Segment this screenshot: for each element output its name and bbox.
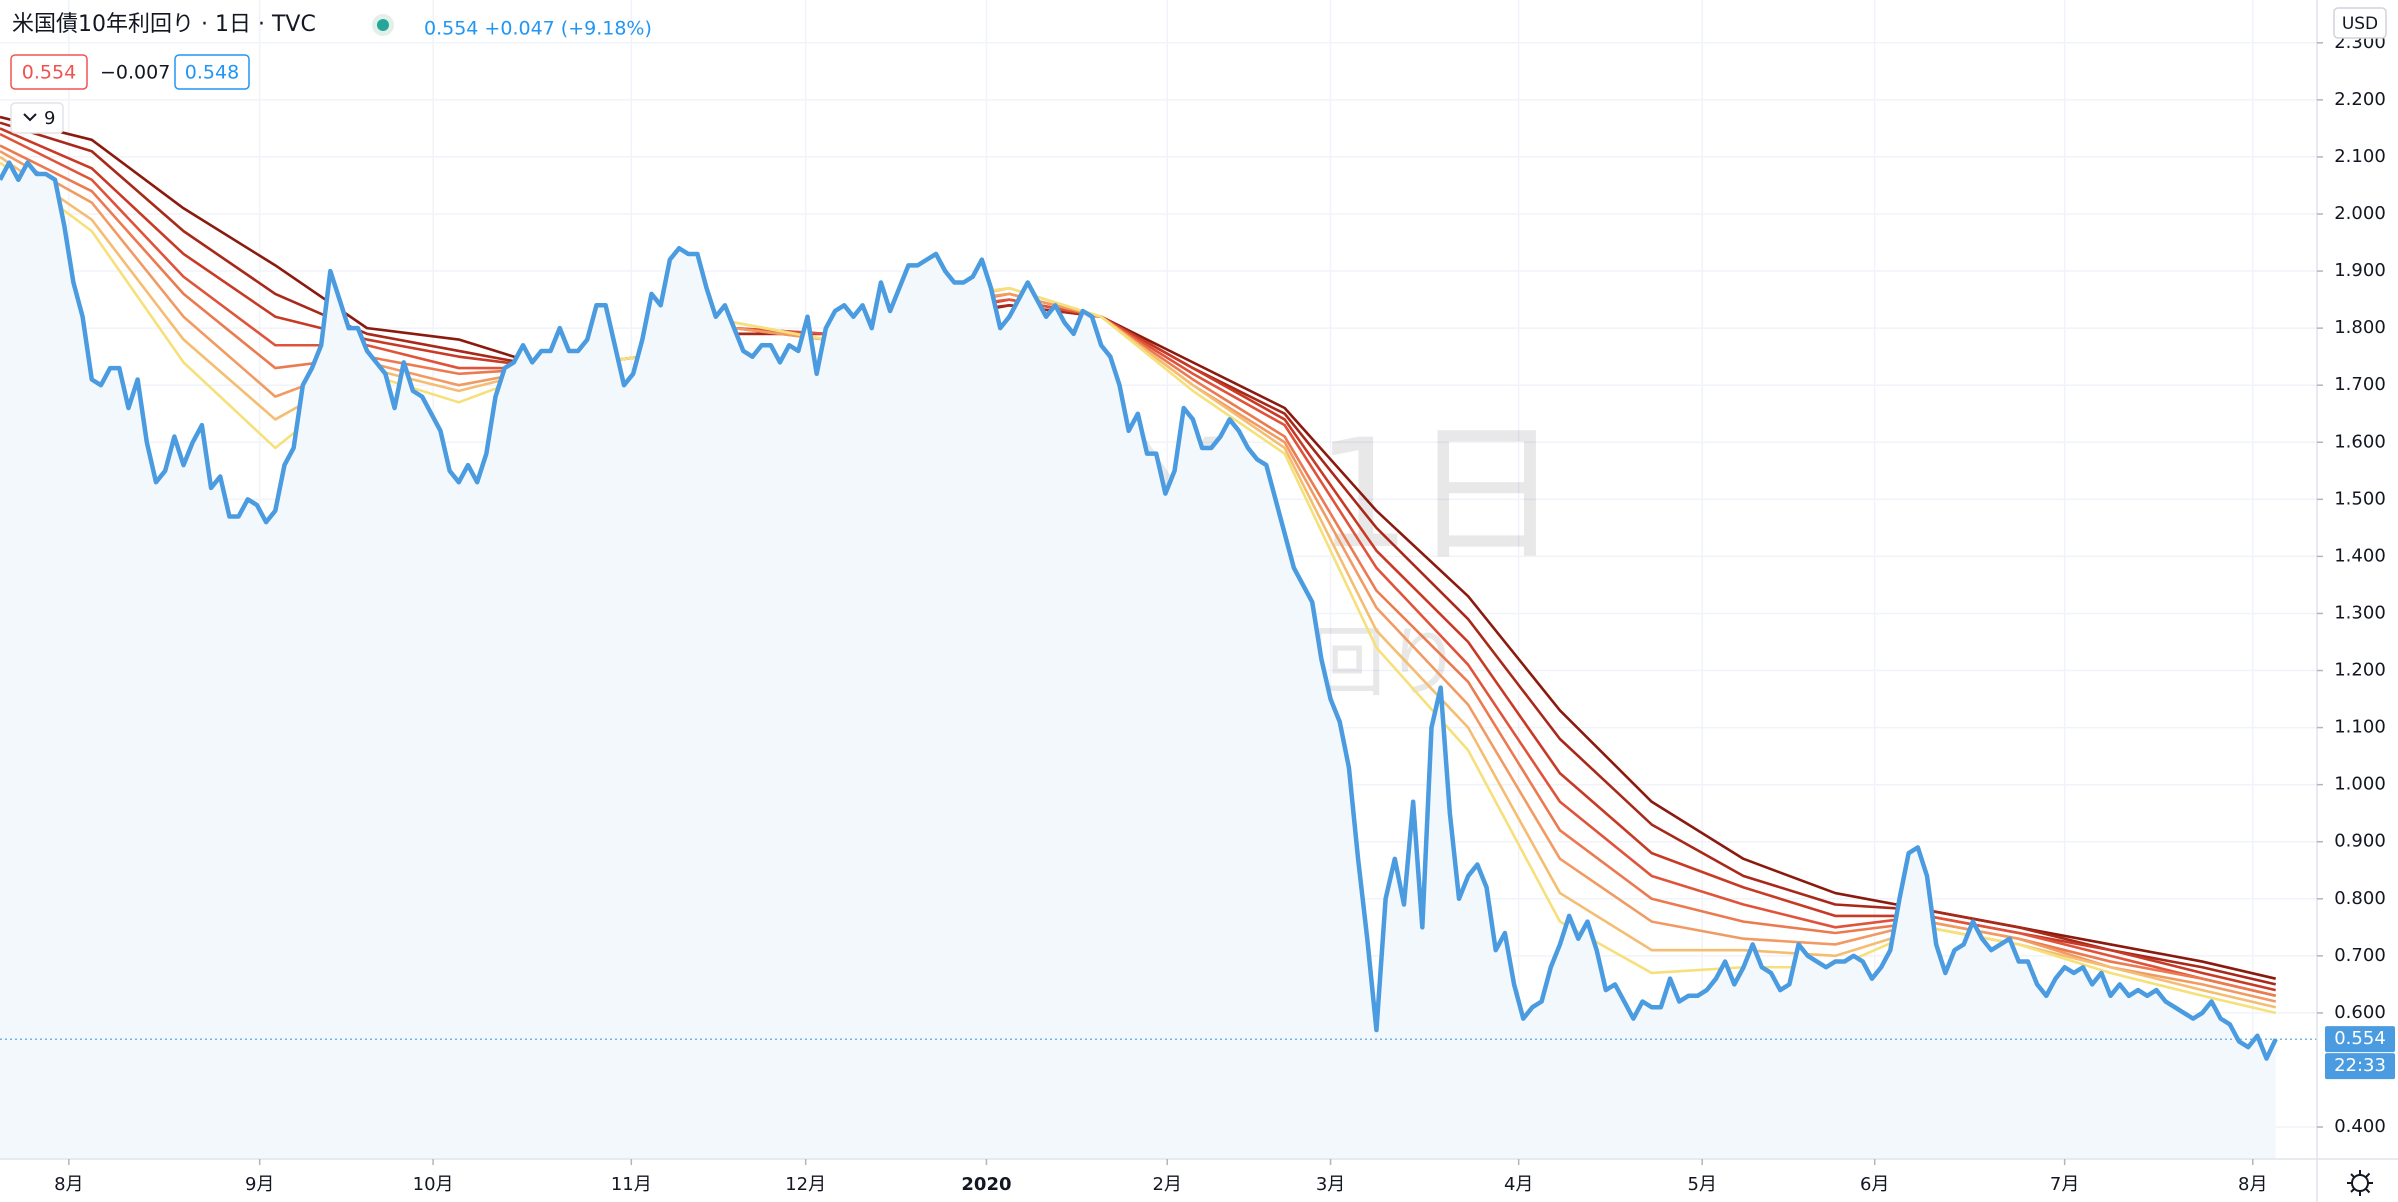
x-tick-label: 6月 bbox=[1860, 1174, 1889, 1195]
quote: 0.554 +0.047 (+9.18%) bbox=[424, 18, 652, 40]
y-tick-label: 2.200 bbox=[2334, 89, 2386, 110]
y-tick-label: 2.000 bbox=[2334, 203, 2386, 224]
symbol-title: 米国債10年利回り · 1日 · TVC bbox=[12, 12, 316, 37]
x-tick-label: 3月 bbox=[1316, 1174, 1345, 1195]
x-tick-label: 7月 bbox=[2050, 1174, 2079, 1195]
x-tick-label: 10月 bbox=[413, 1174, 454, 1195]
plot bbox=[0, 115, 2317, 1160]
settings-icon[interactable] bbox=[2347, 1170, 2373, 1196]
chip: 0.554 bbox=[22, 62, 76, 84]
countdown-box bbox=[2325, 1053, 2395, 1080]
chip-box bbox=[174, 54, 250, 90]
y-tick-label: 0.800 bbox=[2334, 888, 2386, 909]
y-tick-label: 0.900 bbox=[2334, 831, 2386, 852]
currency: USD bbox=[2342, 14, 2378, 34]
y-tick-label: 1.600 bbox=[2334, 431, 2386, 452]
countdown-label: 22:33 bbox=[2334, 1055, 2386, 1076]
currency-box[interactable] bbox=[2333, 7, 2387, 39]
x-tick-label: 12月 bbox=[785, 1174, 826, 1195]
last-price-label: 0.554 bbox=[2334, 1028, 2386, 1049]
x-tick-label: 2月 bbox=[1152, 1174, 1181, 1195]
y-tick-label: 1.900 bbox=[2334, 260, 2386, 281]
x-tick-label: 2020 bbox=[961, 1174, 1011, 1195]
y-tick-label: 1.000 bbox=[2334, 774, 2386, 795]
chevron-icon bbox=[23, 113, 37, 122]
y-tick-label: 1.800 bbox=[2334, 317, 2386, 338]
y-tick-label: 0.600 bbox=[2334, 1002, 2386, 1023]
indicator-toggle[interactable] bbox=[10, 102, 64, 134]
gear-teeth bbox=[2347, 1170, 2373, 1196]
y-tick-label: 1.700 bbox=[2334, 374, 2386, 395]
chip: 0.548 bbox=[185, 62, 239, 84]
y-tick-label: 2.100 bbox=[2334, 146, 2386, 167]
indicator-count: 9 bbox=[44, 108, 55, 129]
y-tick-label: 1.200 bbox=[2334, 660, 2386, 681]
y-tick-label: 1.400 bbox=[2334, 545, 2386, 566]
y-tick-label: 1.300 bbox=[2334, 602, 2386, 623]
chip: −0.007 bbox=[100, 62, 170, 84]
x-tick-label: 5月 bbox=[1687, 1174, 1716, 1195]
x-tick-label: 4月 bbox=[1504, 1174, 1533, 1195]
chip-box bbox=[10, 54, 88, 90]
x-tick-label: 8月 bbox=[54, 1174, 83, 1195]
y-tick-label: 1.100 bbox=[2334, 717, 2386, 738]
area bbox=[0, 162, 2276, 1160]
price-line bbox=[0, 160, 2278, 1061]
status-dot bbox=[377, 19, 389, 31]
y-tick-label: 1.500 bbox=[2334, 488, 2386, 509]
last-price-box bbox=[2325, 1026, 2395, 1053]
x-tick-label: 8月 bbox=[2238, 1174, 2267, 1195]
x-tick-label: 9月 bbox=[245, 1174, 274, 1195]
y-tick-label: 0.700 bbox=[2334, 945, 2386, 966]
y-tick-label: 0.400 bbox=[2334, 1116, 2386, 1137]
x-tick-label: 11月 bbox=[611, 1174, 652, 1195]
